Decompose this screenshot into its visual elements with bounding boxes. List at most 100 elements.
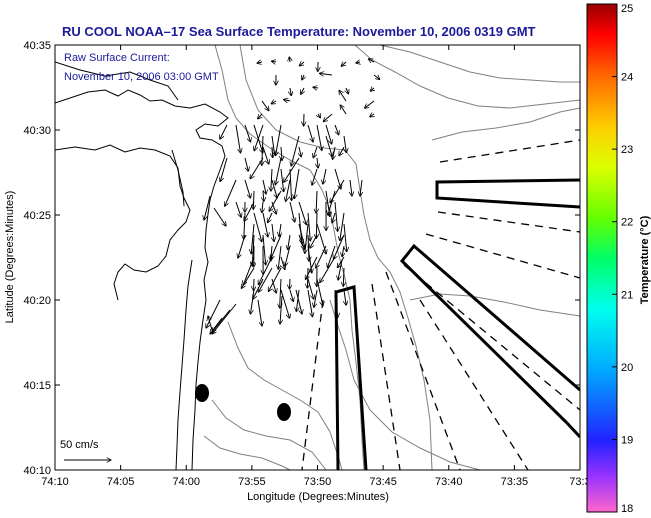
current-vector xyxy=(271,278,276,293)
current-vector xyxy=(271,234,282,259)
current-vector xyxy=(281,146,282,160)
y-tick-label: 40:20 xyxy=(23,295,51,307)
current-vector xyxy=(342,245,344,257)
current-vector xyxy=(262,179,266,194)
current-vector xyxy=(305,223,309,253)
current-vector xyxy=(244,124,251,142)
current-vector xyxy=(286,179,291,201)
y-tick-label: 40:30 xyxy=(23,125,51,137)
current-vector xyxy=(307,278,314,299)
y-tick-label: 40:35 xyxy=(23,40,51,52)
x-axis-label: Longitude (Degrees:Minutes) xyxy=(247,491,389,503)
current-vector xyxy=(365,100,375,108)
x-tick-label: 73:3 xyxy=(569,476,590,488)
current-vector xyxy=(269,190,282,211)
current-vector xyxy=(337,256,345,268)
current-vector xyxy=(235,124,241,153)
current-vector xyxy=(280,289,290,318)
x-tick-label: 73:50 xyxy=(304,476,332,488)
current-vector xyxy=(370,88,374,91)
current-vector xyxy=(298,201,306,225)
current-vector xyxy=(275,124,282,156)
current-vector xyxy=(320,73,333,75)
current-vector xyxy=(312,168,318,185)
colorbar-tick-label: 20 xyxy=(621,362,633,374)
current-vector xyxy=(289,278,290,289)
current-vector xyxy=(344,135,346,153)
current-vector xyxy=(373,74,380,79)
current-vector xyxy=(285,245,291,266)
current-vector xyxy=(244,179,250,198)
current-vector xyxy=(225,179,237,206)
current-vector xyxy=(268,267,282,291)
surface-current-vectors xyxy=(204,57,380,334)
current-vector xyxy=(314,289,318,307)
current-vector xyxy=(235,201,241,217)
current-vector xyxy=(343,267,344,286)
current-vector xyxy=(262,234,266,265)
current-vector xyxy=(333,234,345,259)
current-vector xyxy=(340,105,347,115)
current-vector xyxy=(288,234,290,250)
current-vector xyxy=(305,256,318,279)
current-vector xyxy=(290,87,291,96)
current-vector xyxy=(258,113,262,119)
current-vector xyxy=(250,157,264,179)
colorbar-label: Temperature (°C) xyxy=(639,215,651,304)
current-vector xyxy=(316,245,327,268)
current-vector xyxy=(307,289,312,317)
current-vector xyxy=(316,124,322,151)
current-vector xyxy=(262,212,268,237)
current-vector xyxy=(212,309,231,332)
buoy-marker xyxy=(195,384,209,402)
current-vector xyxy=(316,212,317,238)
x-tick-label: 74:10 xyxy=(41,476,69,488)
current-vector xyxy=(271,168,272,191)
current-vector xyxy=(294,168,300,199)
map-title: RU COOL NOAA–17 Sea Surface Temperature:… xyxy=(62,24,536,39)
colorbar-tick-label: 22 xyxy=(621,217,633,229)
current-vector xyxy=(338,259,343,280)
current-vector xyxy=(308,212,310,241)
current-vector xyxy=(272,223,274,241)
current-vector xyxy=(257,62,263,63)
colorbar-tick-label: 24 xyxy=(621,72,633,84)
current-vector xyxy=(210,317,223,334)
current-vector xyxy=(334,124,339,135)
current-vector xyxy=(289,289,293,301)
x-tick-label: 73:45 xyxy=(369,476,397,488)
current-vector xyxy=(344,289,346,305)
colorbar-tick-label: 19 xyxy=(621,434,633,446)
current-vector xyxy=(350,179,352,196)
current-vector xyxy=(280,256,285,270)
current-vector xyxy=(254,124,264,151)
current-vector xyxy=(289,201,295,222)
current-vector xyxy=(313,146,318,158)
current-vector xyxy=(238,234,246,258)
y-tick-label: 40:15 xyxy=(23,380,51,392)
scale-label: 50 cm/s xyxy=(60,439,99,451)
current-vector xyxy=(332,212,335,223)
current-vector xyxy=(318,114,320,118)
colorbar-tick-label: 23 xyxy=(621,144,633,156)
x-axis: 74:10 74:05 74:00 73:55 73:50 73:45 73:40 73:35… xyxy=(41,45,591,488)
current-vector xyxy=(251,223,255,254)
current-vector xyxy=(295,289,302,314)
current-vector xyxy=(253,190,254,209)
current-vector xyxy=(370,114,374,117)
current-vector xyxy=(296,289,300,311)
current-vector xyxy=(360,179,362,196)
current-vector xyxy=(253,212,262,242)
current-vector xyxy=(299,146,301,157)
current-vector xyxy=(289,57,290,63)
current-vector xyxy=(272,146,273,158)
current-vector xyxy=(213,207,226,226)
current-vector xyxy=(291,135,300,166)
current-vector xyxy=(307,124,313,142)
current-vector xyxy=(302,74,304,80)
current-vector xyxy=(284,100,291,101)
current-vector xyxy=(325,135,332,157)
current-vector xyxy=(290,168,292,200)
current-vector xyxy=(212,303,237,334)
